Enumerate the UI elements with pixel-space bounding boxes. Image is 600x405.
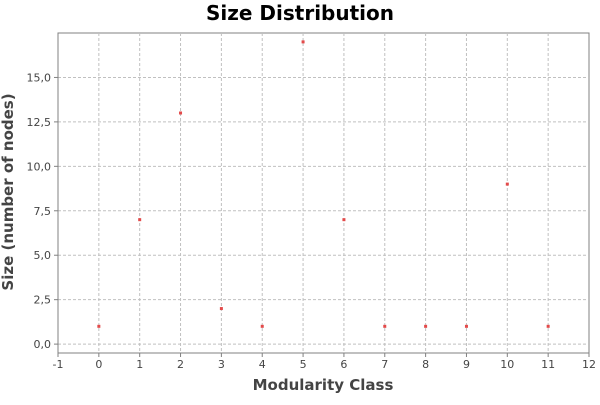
data-point — [342, 218, 346, 222]
x-tick-label: 10 — [500, 358, 514, 371]
x-tick-label: 3 — [218, 358, 225, 371]
x-tick-label: -1 — [53, 358, 64, 371]
y-tick-label: 12,5 — [27, 116, 52, 129]
x-tick-label: 2 — [177, 358, 184, 371]
x-tick-label: 1 — [136, 358, 143, 371]
x-tick-label: 9 — [463, 358, 470, 371]
data-point — [260, 324, 264, 328]
x-axis-label: Modularity Class — [253, 376, 394, 394]
data-points — [97, 40, 550, 328]
x-tick-label: 0 — [95, 358, 102, 371]
y-tick-label: 15,0 — [27, 71, 52, 84]
x-tick-label: 8 — [422, 358, 429, 371]
data-point — [301, 40, 305, 44]
x-tick-label: 5 — [300, 358, 307, 371]
plot-area — [57, 32, 590, 354]
x-tick-label: 12 — [582, 358, 596, 371]
data-point — [383, 324, 387, 328]
data-point — [464, 324, 468, 328]
chart-title: Size Distribution — [206, 1, 394, 25]
y-tick-label: 0,0 — [34, 338, 52, 351]
data-point — [138, 218, 142, 222]
x-tick-label: 11 — [541, 358, 555, 371]
y-tick-label: 7,5 — [34, 205, 52, 218]
y-tick-label: 5,0 — [34, 249, 52, 262]
x-tick-label: 4 — [259, 358, 266, 371]
x-tick-label: 7 — [381, 358, 388, 371]
tick-labels: -1 0 1 2 3 4 5 6 7 8 9 10 11 120,02,55,07,510,012,515… — [27, 71, 597, 371]
data-point — [505, 182, 509, 186]
y-tick-label: 10,0 — [27, 160, 52, 173]
data-point — [219, 307, 223, 311]
y-axis-label: Size (number of nodes) — [0, 93, 17, 290]
data-point — [97, 324, 101, 328]
x-tick-label: 6 — [340, 358, 347, 371]
y-tick-label: 2,5 — [34, 294, 52, 307]
grid — [58, 33, 589, 353]
data-point — [179, 111, 183, 115]
data-point — [424, 324, 428, 328]
data-point — [546, 324, 550, 328]
